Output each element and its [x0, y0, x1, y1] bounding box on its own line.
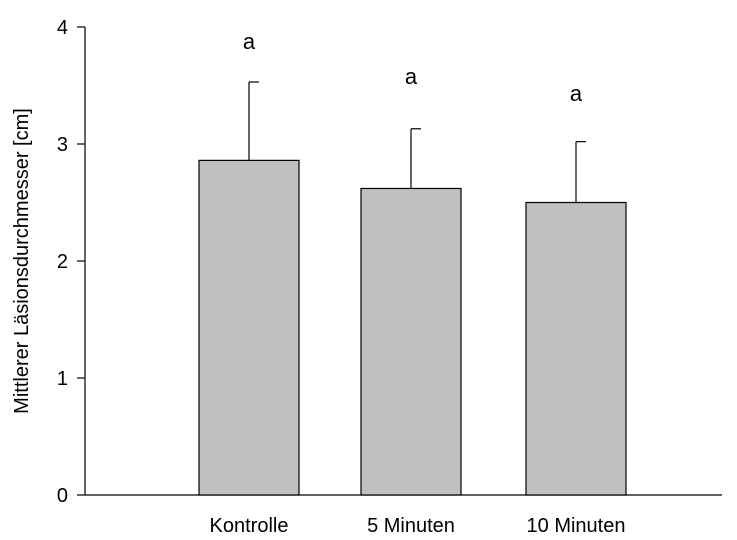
- significance-label: a: [243, 29, 256, 54]
- significance-label: a: [570, 81, 583, 106]
- x-tick-label: 5 Minuten: [367, 515, 455, 537]
- significance-label: a: [405, 64, 418, 89]
- bar: [198, 159, 300, 496]
- x-tick-label: 10 Minuten: [527, 515, 626, 537]
- y-tick-label: 2: [57, 251, 68, 273]
- bar: [360, 187, 462, 496]
- bar: [525, 201, 627, 496]
- bars: [198, 159, 627, 496]
- significance-labels: a a a: [243, 29, 583, 106]
- y-ticks: 0 1 2 3 4: [57, 17, 85, 507]
- y-axis-label: Mittlerer Läsionsdurchmesser [cm]: [11, 108, 33, 414]
- x-tick-labels: Kontrolle 5 Minuten 10 Minuten: [210, 515, 626, 537]
- x-tick-label: Kontrolle: [210, 515, 289, 537]
- y-tick-label: 0: [57, 485, 68, 507]
- error-bars: [248, 81, 586, 203]
- y-tick-label: 4: [57, 17, 68, 39]
- y-tick-label: 1: [57, 368, 68, 390]
- y-tick-label: 3: [57, 134, 68, 156]
